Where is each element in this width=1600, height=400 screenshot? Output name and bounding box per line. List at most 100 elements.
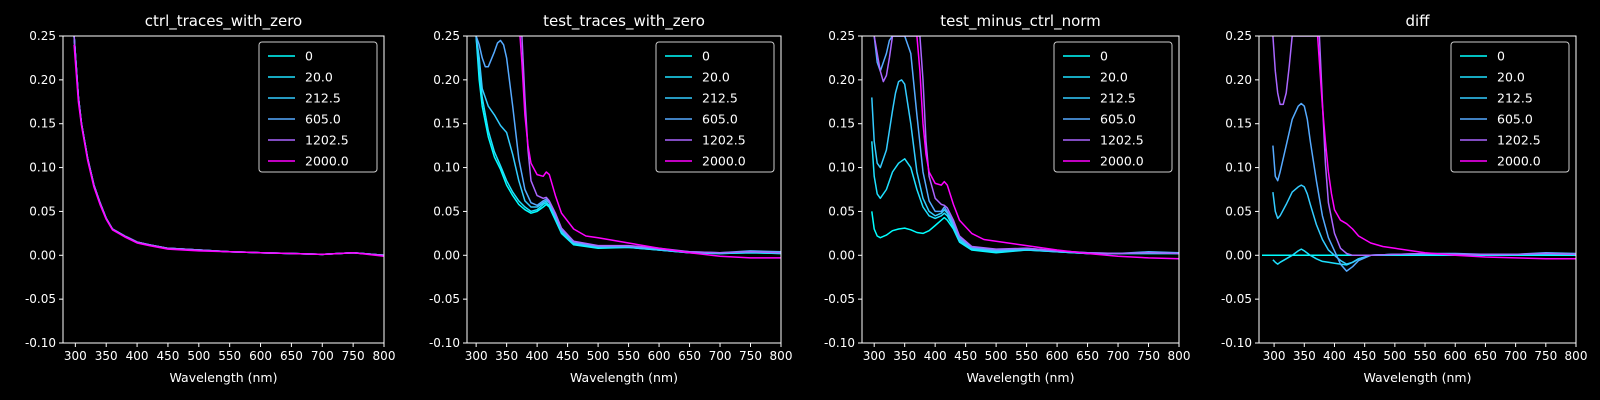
chart-title: test_traces_with_zero [543, 12, 705, 31]
y-tick-label: 0.20 [433, 73, 460, 87]
x-tick-label: 500 [587, 349, 610, 363]
x-tick-label: 400 [126, 349, 149, 363]
x-tick-label: 450 [556, 349, 579, 363]
chart-panel-3: 300 350 400 450 500 550 600 650 700 750 800 -0.10 -0… [1221, 12, 1588, 385]
x-tick-label: 400 [924, 349, 947, 363]
legend-entry: 20.0 [702, 70, 730, 85]
x-tick-label: 750 [342, 349, 365, 363]
axes-frame [466, 35, 782, 344]
legend-box [1450, 41, 1570, 173]
x-tick-label: 650 [280, 349, 303, 363]
legend-entry: 0 [305, 49, 313, 64]
y-tick-label: -0.05 [824, 292, 855, 306]
chart-panel-2: 300 350 400 450 500 550 600 650 700 750 800 -0.10 -0… [824, 12, 1191, 385]
y-tick-label: 0.20 [828, 73, 855, 87]
legend-entry: 1202.5 [702, 133, 746, 148]
x-tick-label: 750 [1137, 349, 1160, 363]
x-tick-label: 450 [1353, 349, 1376, 363]
series-line-20.0 [1272, 248, 1576, 266]
legend-entry: 20.0 [1100, 70, 1128, 85]
x-tick-label: 550 [617, 349, 640, 363]
legend-box [655, 41, 775, 173]
x-tick-label: 750 [1534, 349, 1557, 363]
x-tick-label: 550 [1414, 349, 1437, 363]
legend: 0 20.0 212.5 605.0 1202.5 2000.0 [1053, 41, 1173, 173]
x-tick-label: 350 [1293, 349, 1316, 363]
x-tick-label: 650 [1076, 349, 1099, 363]
series-line-1202.5 [873, 36, 1179, 255]
x-tick-label: 350 [95, 349, 118, 363]
x-tick-label: 450 [156, 349, 179, 363]
y-tick-label: 0.20 [29, 73, 56, 87]
x-tick-label: 800 [373, 349, 396, 363]
axes-frame [62, 35, 385, 344]
series-line-0 [871, 211, 1179, 255]
x-tick-label: 500 [1383, 349, 1406, 363]
x-tick-label: 800 [1565, 349, 1588, 363]
legend-entry: 212.5 [305, 91, 341, 106]
series-line-2000.0 [1316, 36, 1576, 260]
y-tick-label: 0.25 [433, 29, 460, 43]
chart-panel-1: 300 350 400 450 500 550 600 650 700 750 800 -0.10 -0… [429, 12, 793, 385]
y-tick-label: 0.15 [1225, 117, 1252, 131]
y-tick-label: 0.20 [1225, 73, 1252, 87]
x-axis-label: Wavelength (nm) [967, 370, 1075, 385]
x-tick-label: 400 [1323, 349, 1346, 363]
chart-panel-0: 300 350 400 450 500 550 600 650 700 750 800 -0.10 -0… [25, 12, 396, 385]
series-line-212.5 [475, 36, 781, 255]
series-line-2000.0 [519, 36, 781, 259]
series-group [475, 36, 781, 259]
x-tick-label: 500 [187, 349, 210, 363]
x-tick-label: 300 [64, 349, 87, 363]
y-tick-label: 0.05 [1225, 204, 1252, 218]
series-group [871, 36, 1179, 260]
x-tick-label: 300 [863, 349, 886, 363]
x-tick-label: 300 [1263, 349, 1286, 363]
legend-entry: 605.0 [1100, 112, 1136, 127]
legend-entry: 2000.0 [1100, 154, 1144, 169]
y-tick-label: -0.10 [1221, 336, 1252, 350]
x-tick-label: 650 [678, 349, 701, 363]
x-tick-label: 800 [1168, 349, 1191, 363]
legend-entry: 1202.5 [305, 133, 349, 148]
x-tick-label: 800 [770, 349, 793, 363]
series-line-212.5 [871, 79, 1179, 255]
legend-entry: 212.5 [1497, 91, 1533, 106]
series-line-2000.0 [73, 44, 384, 257]
legend-box [258, 41, 378, 173]
legend-entry: 605.0 [1497, 112, 1533, 127]
legend: 0 20.0 212.5 605.0 1202.5 2000.0 [655, 41, 775, 173]
y-tick-label: 0.05 [29, 204, 56, 218]
legend-entry: 605.0 [702, 112, 738, 127]
legend-box [1053, 41, 1173, 173]
y-tick-label: 0.10 [828, 161, 855, 175]
x-tick-label: 450 [954, 349, 977, 363]
y-tick-label: 0.25 [29, 29, 56, 43]
x-tick-label: 400 [526, 349, 549, 363]
legend-entry: 1202.5 [1497, 133, 1541, 148]
y-tick-label: -0.10 [429, 336, 460, 350]
chart-title: ctrl_traces_with_zero [145, 12, 302, 31]
axes-frame [861, 35, 1180, 344]
y-tick-label: 0.00 [29, 248, 56, 262]
x-tick-label: 600 [1046, 349, 1069, 363]
x-tick-label: 700 [311, 349, 334, 363]
axes-frame [1258, 35, 1577, 344]
x-tick-label: 350 [495, 349, 518, 363]
x-tick-label: 600 [648, 349, 671, 363]
y-tick-label: 0.05 [433, 204, 460, 218]
y-tick-label: -0.05 [1221, 292, 1252, 306]
legend-entry: 0 [702, 49, 710, 64]
y-tick-label: 0.10 [1225, 161, 1252, 175]
y-tick-label: -0.05 [429, 292, 460, 306]
legend-entry: 2000.0 [702, 154, 746, 169]
legend-entry: 212.5 [702, 91, 738, 106]
chart-title: test_minus_ctrl_norm [940, 12, 1101, 31]
y-tick-label: 0.10 [433, 161, 460, 175]
legend-entry: 212.5 [1100, 91, 1136, 106]
x-tick-label: 600 [1444, 349, 1467, 363]
series-line-2000.0 [916, 36, 1179, 260]
legend-entry: 2000.0 [305, 154, 349, 169]
x-tick-label: 650 [1474, 349, 1497, 363]
